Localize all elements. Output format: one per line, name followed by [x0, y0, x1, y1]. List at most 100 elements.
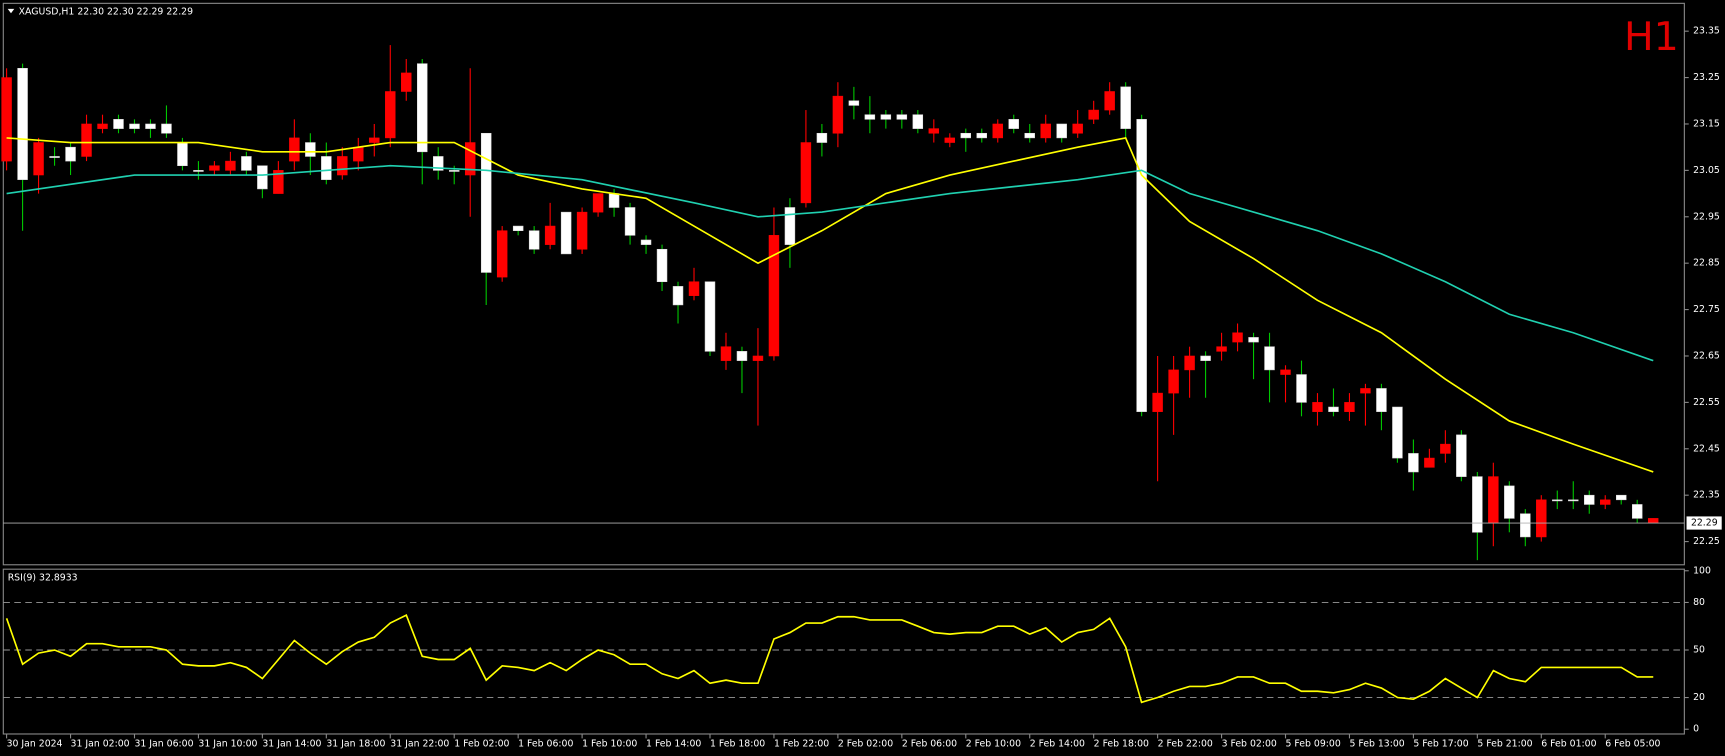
candle-body	[752, 355, 764, 361]
candle-body	[81, 123, 92, 157]
menu-arrow[interactable]	[7, 8, 15, 14]
candle-body	[944, 137, 956, 143]
candle-body	[1264, 346, 1275, 371]
candle-body	[1456, 434, 1467, 477]
candle-body	[976, 132, 987, 139]
candle-body	[480, 132, 492, 273]
candle-body	[193, 170, 204, 172]
main-panel	[2, 2, 1685, 566]
candle-body	[496, 230, 508, 278]
candle-body	[1120, 86, 1131, 129]
x-tick-label: 30 Jan 2024	[7, 738, 63, 749]
candle-body	[1312, 402, 1323, 412]
candle-body	[1024, 132, 1035, 139]
candle-body	[1072, 123, 1083, 134]
candle-body	[1136, 119, 1147, 412]
candle-body	[145, 123, 156, 129]
candle-body	[33, 142, 44, 176]
x-tick-label: 6 Feb 01:00	[1541, 738, 1596, 749]
candle-body	[1472, 476, 1483, 533]
candle-body	[1440, 443, 1451, 454]
candle-body	[1216, 346, 1227, 352]
candle-body	[544, 225, 556, 245]
y-tick-label: 23.35	[1693, 26, 1720, 37]
x-tick-label: 3 Feb 02:00	[1222, 738, 1277, 749]
y-tick-label: 22.85	[1693, 258, 1720, 269]
candle-body	[672, 286, 684, 306]
candle-body	[1392, 406, 1403, 459]
x-tick-label: 1 Feb 10:00	[582, 738, 637, 749]
candle-body	[1280, 369, 1291, 375]
y-tick-label: 0	[1693, 724, 1699, 735]
candle-body	[560, 211, 572, 255]
x-tick-label: 1 Feb 14:00	[646, 738, 701, 749]
candle-body	[337, 156, 348, 176]
moving-average	[6, 136, 1654, 473]
y-tick-label: 20	[1693, 692, 1705, 703]
symbol-header: XAGUSD,H1 22.30 22.30 22.29 22.29	[19, 7, 193, 18]
candle-body	[512, 225, 524, 231]
y-tick-label: 100	[1693, 565, 1711, 576]
candle-body	[1647, 518, 1659, 524]
x-tick-label: 5 Feb 21:00	[1477, 738, 1532, 749]
moving-average	[6, 164, 1654, 362]
candle-body	[433, 156, 444, 171]
y-tick-label: 22.25	[1693, 536, 1720, 547]
candle-body	[385, 91, 396, 139]
candle-body	[880, 114, 892, 120]
candle-body	[576, 211, 588, 250]
rsi-header: RSI(9) 32.8933	[8, 572, 78, 583]
candle-body	[448, 170, 460, 172]
x-tick-label: 31 Jan 02:00	[71, 738, 130, 749]
y-tick-label: 22.35	[1693, 490, 1720, 501]
candle-body	[464, 142, 476, 176]
candle-body	[417, 63, 428, 153]
x-tick-label: 31 Jan 22:00	[390, 738, 449, 749]
x-tick-label: 1 Feb 02:00	[454, 738, 509, 749]
candle-body	[369, 137, 380, 143]
candle-body	[1408, 453, 1419, 473]
candle-body	[592, 193, 604, 213]
candle-body	[65, 146, 76, 162]
y-tick-label: 22.75	[1693, 304, 1720, 315]
y-tick-label: 22.95	[1693, 211, 1720, 222]
candle-body	[17, 68, 28, 180]
y-tick-label: 22.45	[1693, 443, 1720, 454]
candle-body	[816, 132, 828, 143]
x-tick-label: 2 Feb 18:00	[1094, 738, 1149, 749]
candle-body	[608, 193, 620, 208]
rsi-line	[5, 613, 1654, 704]
rsi-panel	[2, 568, 1685, 735]
timeframe-label: H1	[1624, 14, 1679, 60]
candle-body	[1616, 494, 1627, 501]
x-tick-label: 5 Feb 13:00	[1349, 738, 1404, 749]
candle-body	[688, 281, 700, 296]
candle-body	[1008, 119, 1019, 129]
last-price-label: 22.29	[1691, 518, 1718, 529]
x-tick-label: 6 Feb 05:00	[1605, 738, 1660, 749]
x-tick-label: 1 Feb 06:00	[518, 738, 573, 749]
x-tick-label: 5 Feb 17:00	[1413, 738, 1468, 749]
y-tick-label: 22.55	[1693, 397, 1720, 408]
candle-body	[1056, 123, 1067, 139]
candle-body	[161, 123, 172, 134]
candle-body	[1631, 504, 1643, 519]
candle-body	[736, 351, 748, 361]
candle-body	[1344, 402, 1355, 412]
candle-body	[720, 346, 732, 361]
candle-body	[113, 119, 124, 129]
candle-body	[1152, 392, 1163, 412]
y-tick-label: 80	[1693, 597, 1705, 608]
x-tick-label: 2 Feb 06:00	[902, 738, 957, 749]
candle-body	[1200, 355, 1211, 361]
candle-body	[1360, 388, 1371, 394]
candle-body	[768, 235, 780, 357]
candle-body	[640, 239, 652, 245]
candle-body	[1232, 332, 1243, 343]
candle-body	[1168, 369, 1179, 394]
candle-body	[241, 156, 252, 171]
candle-body	[353, 146, 364, 162]
candle-body	[1328, 406, 1339, 412]
x-tick-label: 31 Jan 18:00	[326, 738, 385, 749]
